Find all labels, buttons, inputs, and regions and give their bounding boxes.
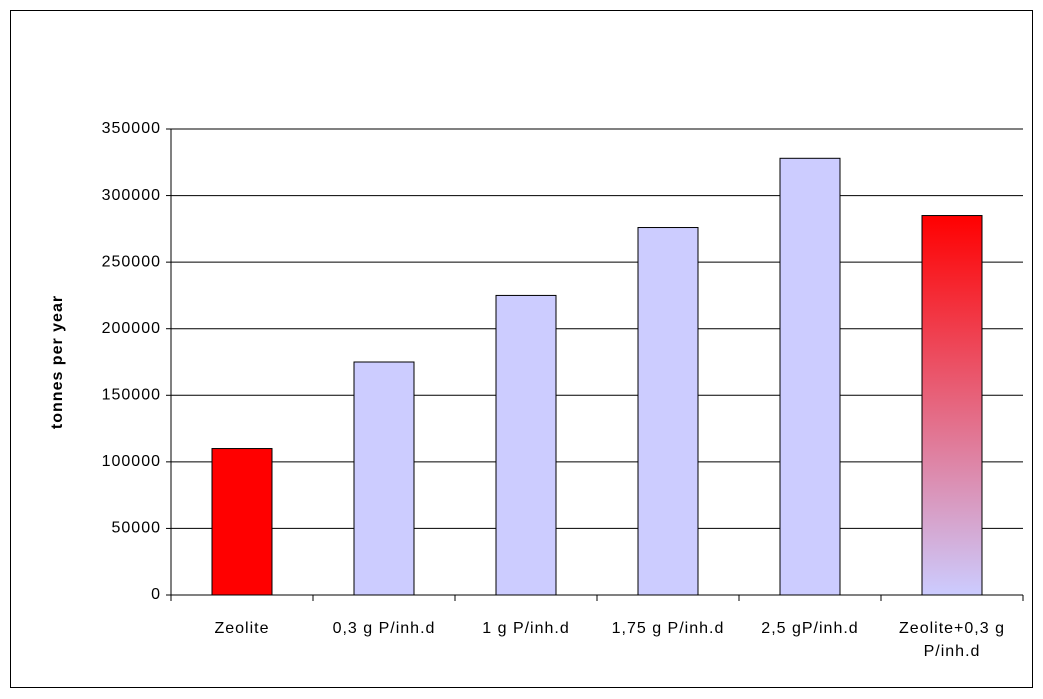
bar	[779, 157, 841, 596]
y-tick-label: 150000	[102, 387, 161, 404]
bar	[211, 448, 273, 596]
y-tick-label: 300000	[102, 187, 161, 204]
x-tick-label: 2,5 gP/inh.d	[761, 620, 859, 637]
bar	[353, 361, 415, 596]
y-tick-label: 50000	[112, 520, 162, 537]
y-axis-label: tonnes per year	[49, 295, 66, 429]
y-tick-label: 100000	[102, 453, 161, 470]
bar	[637, 227, 699, 596]
x-tick-label: Zeolite+0,3 g P/inh.d	[899, 620, 1005, 660]
x-tick-label: 1,75 g P/inh.d	[611, 620, 725, 637]
x-tick-label: Zeolite	[214, 620, 270, 637]
y-tick-label: 250000	[102, 253, 161, 270]
y-tick-label: 200000	[102, 320, 161, 337]
y-tick-label: 0	[151, 586, 161, 603]
y-tick-label: 350000	[102, 120, 161, 137]
bar	[921, 215, 983, 596]
x-tick-label: 1 g P/inh.d	[482, 620, 570, 637]
bar	[495, 294, 557, 596]
x-tick-label: 0,3 g P/inh.d	[332, 620, 436, 637]
